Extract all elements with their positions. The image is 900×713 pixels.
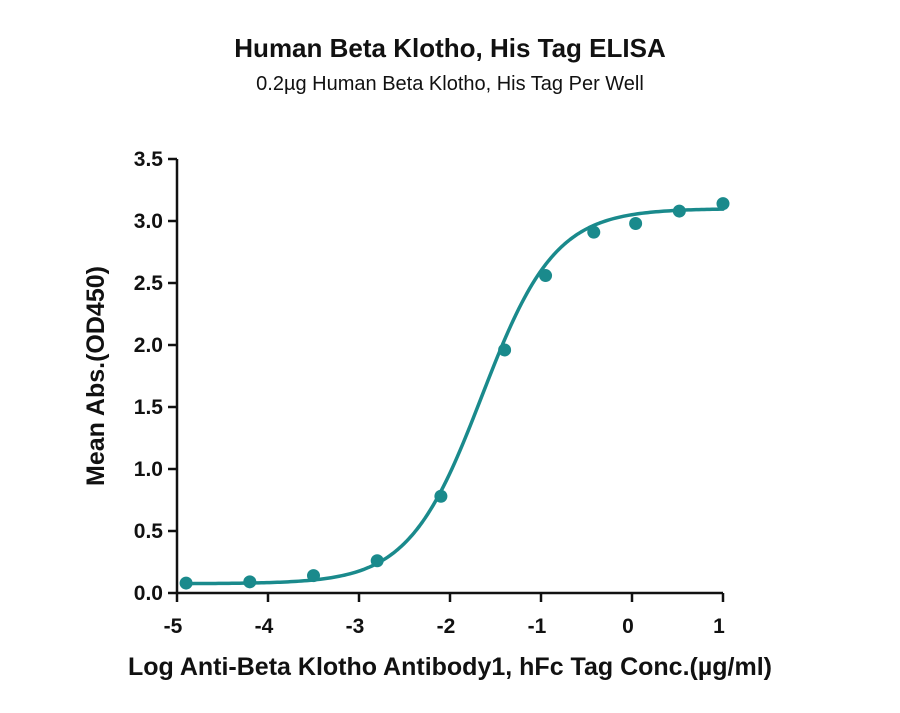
chart-subtitle: 0.2µg Human Beta Klotho, His Tag Per Wel… xyxy=(256,73,644,95)
y-tick-label: 0.0 xyxy=(134,582,163,605)
data-point xyxy=(179,576,193,590)
y-tick-label: 1.5 xyxy=(134,396,164,419)
chart-title: Human Beta Klotho, His Tag ELISA xyxy=(234,33,666,63)
x-tick-label: -2 xyxy=(437,615,456,638)
data-point xyxy=(539,269,553,283)
data-point xyxy=(716,197,730,211)
y-tick-label: 0.5 xyxy=(134,520,164,543)
data-point xyxy=(498,343,512,357)
data-point xyxy=(672,204,686,218)
x-tick-label: -5 xyxy=(164,615,183,638)
data-point xyxy=(370,554,384,568)
data-point xyxy=(307,569,320,583)
fit-curve xyxy=(184,207,725,586)
y-ticks: 0.0 0.5 1.0 1.5 2.0 2.5 3.0 3.5 xyxy=(134,148,177,605)
data-points xyxy=(179,197,730,590)
x-ticks: -5 -4 -3 -2 -1 0 1 xyxy=(164,593,725,638)
x-tick-label: -1 xyxy=(528,615,547,638)
y-tick-label: 3.5 xyxy=(134,148,164,171)
x-tick-label: -4 xyxy=(255,615,274,638)
data-point xyxy=(434,489,448,503)
y-tick-label: 3.0 xyxy=(134,210,163,233)
y-axis-label: Mean Abs.(OD450) xyxy=(82,266,110,486)
y-tick-label: 2.0 xyxy=(134,334,163,357)
x-tick-label: -3 xyxy=(346,615,365,638)
x-axis-label: Log Anti-Beta Klotho Antibody1, hFc Tag … xyxy=(128,653,772,681)
x-tick-label: 0 xyxy=(622,615,634,638)
y-tick-label: 1.0 xyxy=(134,458,163,481)
y-tick-label: 2.5 xyxy=(134,272,164,295)
x-tick-label: 1 xyxy=(713,615,725,638)
data-point xyxy=(243,575,257,589)
data-point xyxy=(587,225,601,239)
data-point xyxy=(629,216,643,230)
